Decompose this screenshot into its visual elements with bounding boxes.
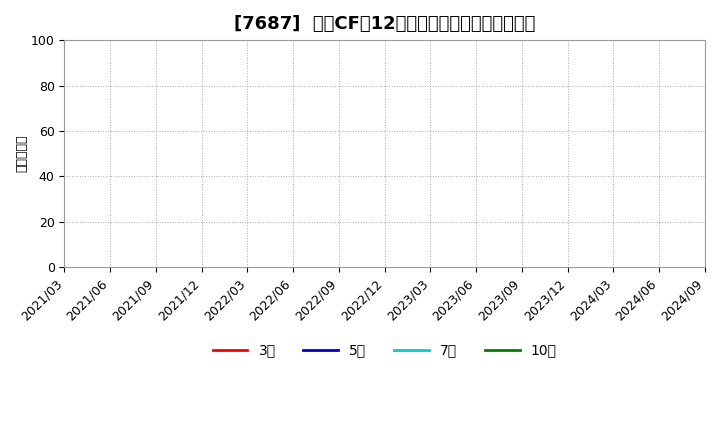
Y-axis label: （百万円）: （百万円） <box>15 135 28 172</box>
Title: [7687]  投賄CFだ12か月移動合計の平均値の推移: [7687] 投賄CFだ12か月移動合計の平均値の推移 <box>234 15 536 33</box>
Legend: 3年, 5年, 7年, 10年: 3年, 5年, 7年, 10年 <box>207 338 562 363</box>
